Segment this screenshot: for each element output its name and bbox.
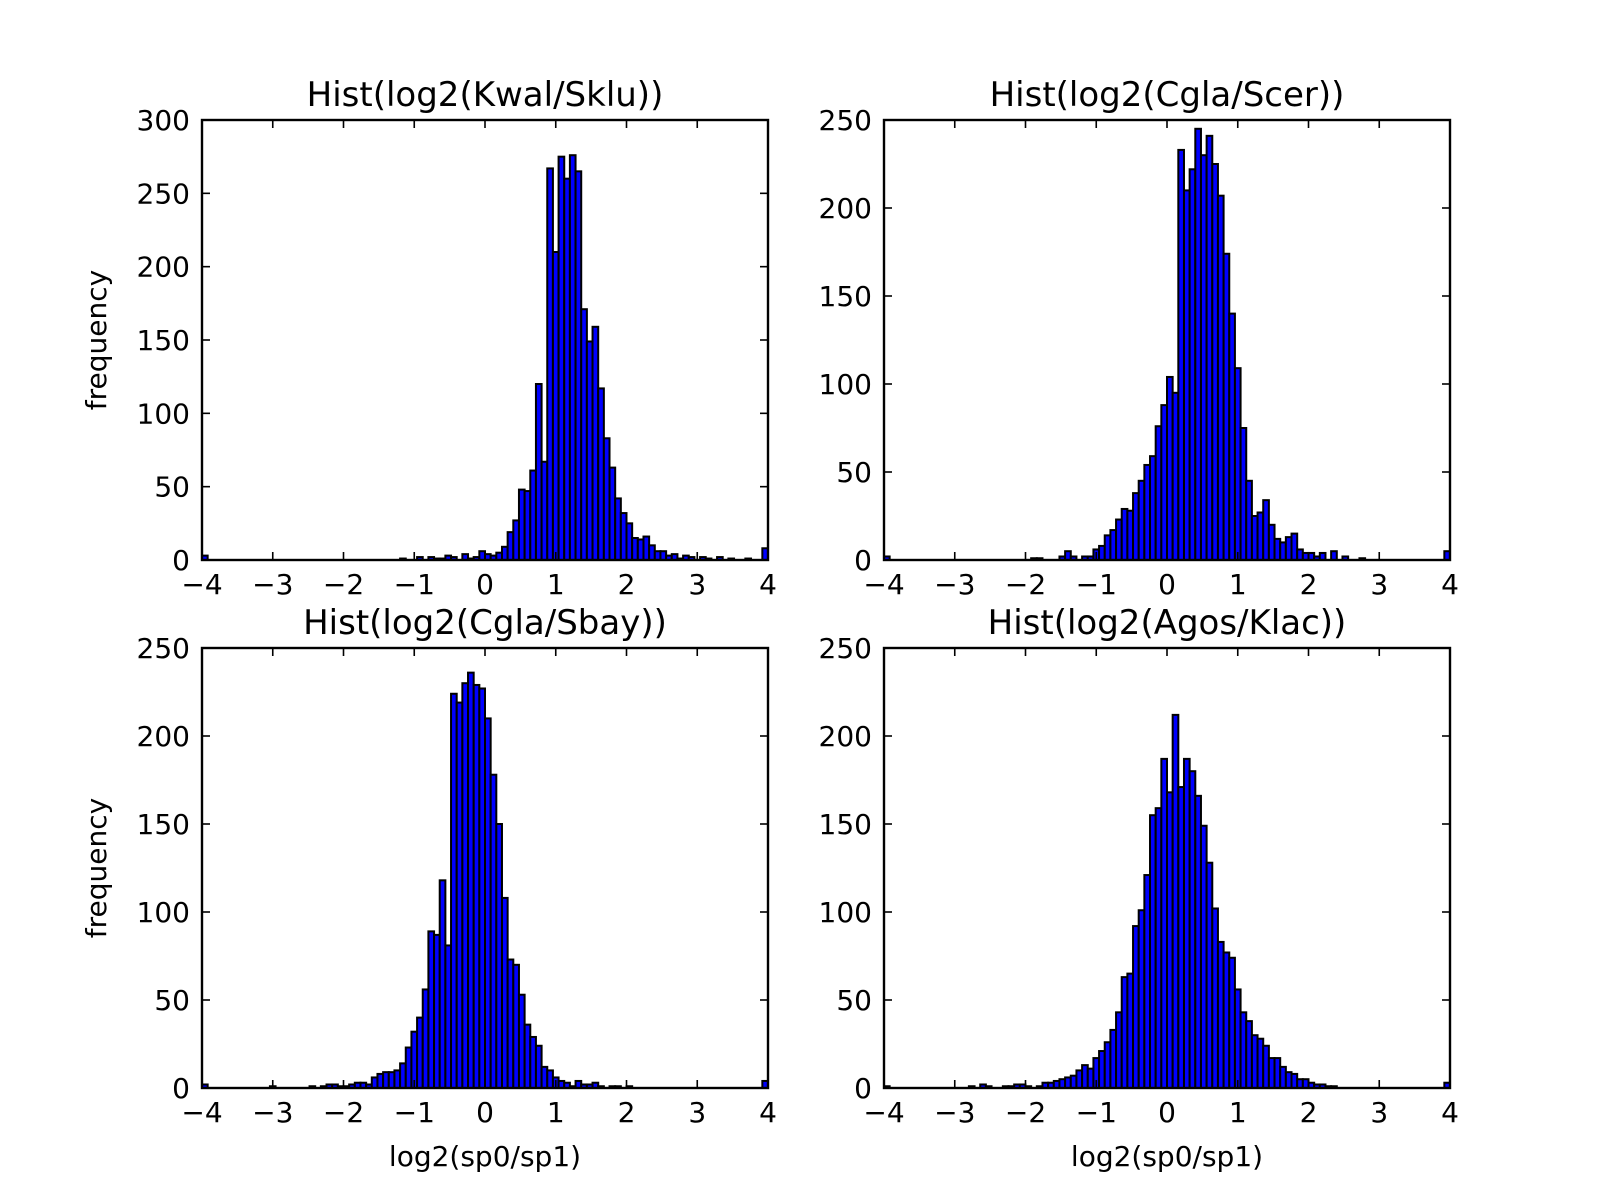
x-tick-label: −1 <box>394 1096 435 1129</box>
x-tick-label: 2 <box>618 1096 636 1129</box>
x-tick-label: −2 <box>1005 568 1046 601</box>
x-tick-label: −2 <box>323 1096 364 1129</box>
x-tick-label: −1 <box>1076 1096 1117 1129</box>
histogram-panel-4: −4 −3 −2 −1 0 1 2 3 4 0 50 100 150 200 250 Hist(log2(Ag… <box>819 603 1459 1173</box>
x-tick-label: 2 <box>1300 1096 1318 1129</box>
y-tick-label: 200 <box>137 251 190 284</box>
x-tick-label: 2 <box>618 568 636 601</box>
y-tick-label: 200 <box>137 720 190 753</box>
x-axis-label: log2(sp0/sp1) <box>389 1140 581 1173</box>
y-tick-label: 250 <box>137 632 190 665</box>
x-tick-label: 1 <box>547 1096 565 1129</box>
x-tick-label: −3 <box>252 1096 293 1129</box>
x-tick-label: −3 <box>252 568 293 601</box>
x-tick-label: −3 <box>934 1096 975 1129</box>
x-tick-label: 4 <box>1441 568 1459 601</box>
x-tick-label: 0 <box>476 568 494 601</box>
x-tick-label: −4 <box>181 568 222 601</box>
histogram-bars <box>883 127 1451 562</box>
x-tick-label: 3 <box>1370 1096 1388 1129</box>
x-tick-label: −2 <box>1005 1096 1046 1129</box>
y-axis-label: frequency <box>80 798 113 938</box>
histogram-panel-2: −4 −3 −2 −1 0 1 2 3 4 0 50 100 150 200 250 Hist(log2(Cg… <box>819 75 1459 601</box>
histogram-bar <box>1330 550 1338 562</box>
x-tick-label: −4 <box>863 1096 904 1129</box>
x-tick-label: −4 <box>863 568 904 601</box>
panel-title: Hist(log2(Cgla/Sbay)) <box>303 603 667 643</box>
y-tick-label: 50 <box>836 456 872 489</box>
y-tick-label: 100 <box>137 896 190 929</box>
panel-title: Hist(log2(Agos/Klac)) <box>988 603 1347 643</box>
histogram-bars <box>883 713 1451 1090</box>
y-tick-label: 0 <box>172 544 190 577</box>
y-tick-label: 50 <box>836 984 872 1017</box>
x-tick-label: 0 <box>1158 568 1176 601</box>
y-tick-label: 100 <box>137 397 190 430</box>
panel-title: Hist(log2(Cgla/Scer)) <box>990 75 1345 115</box>
x-tick-label: −3 <box>934 568 975 601</box>
x-tick-label: 4 <box>1441 1096 1459 1129</box>
x-axis-label: log2(sp0/sp1) <box>1071 1140 1263 1173</box>
y-tick-label: 300 <box>137 104 190 137</box>
x-tick-label: 0 <box>476 1096 494 1129</box>
x-tick-label: 2 <box>1300 568 1318 601</box>
y-tick-label: 100 <box>819 368 872 401</box>
y-tick-label: 250 <box>137 177 190 210</box>
y-tick-label: 200 <box>819 192 872 225</box>
x-tick-label: 4 <box>759 1096 777 1129</box>
y-tick-label: 250 <box>819 104 872 137</box>
x-tick-label: −2 <box>323 568 364 601</box>
histogram-bars <box>201 671 770 1090</box>
plot-frame <box>200 118 770 562</box>
y-tick-label: 250 <box>819 632 872 665</box>
y-tick-label: 100 <box>819 896 872 929</box>
y-tick-label: 50 <box>154 471 190 504</box>
y-tick-label: 0 <box>854 544 872 577</box>
histogram-panel-1: −4 −3 −2 −1 0 1 2 3 4 0 50 100 150 200 250 300 Hist(log2… <box>80 75 777 601</box>
y-tick-label: 200 <box>819 720 872 753</box>
x-tick-label: 1 <box>1229 568 1247 601</box>
y-tick-label: 0 <box>854 1072 872 1105</box>
histogram-panel-3: −4 −3 −2 −1 0 1 2 3 4 0 50 100 150 200 250 Hist(log2(Cg… <box>80 603 777 1173</box>
x-tick-label: 3 <box>1370 568 1388 601</box>
x-tick-label: 4 <box>759 568 777 601</box>
y-tick-label: 150 <box>137 324 190 357</box>
y-axis-label: frequency <box>80 270 113 410</box>
x-tick-label: −1 <box>394 568 435 601</box>
x-tick-label: 3 <box>688 1096 706 1129</box>
panel-title: Hist(log2(Kwal/Sklu)) <box>307 75 664 115</box>
y-tick-label: 150 <box>819 280 872 313</box>
y-tick-label: 150 <box>137 808 190 841</box>
x-tick-label: −4 <box>181 1096 222 1129</box>
x-tick-label: 1 <box>1229 1096 1247 1129</box>
x-tick-label: 0 <box>1158 1096 1176 1129</box>
histogram-bars <box>201 154 770 562</box>
x-tick-label: 1 <box>547 568 565 601</box>
y-tick-label: 150 <box>819 808 872 841</box>
y-tick-label: 0 <box>172 1072 190 1105</box>
x-tick-label: 3 <box>688 568 706 601</box>
y-tick-label: 50 <box>154 984 190 1017</box>
x-tick-label: −1 <box>1076 568 1117 601</box>
